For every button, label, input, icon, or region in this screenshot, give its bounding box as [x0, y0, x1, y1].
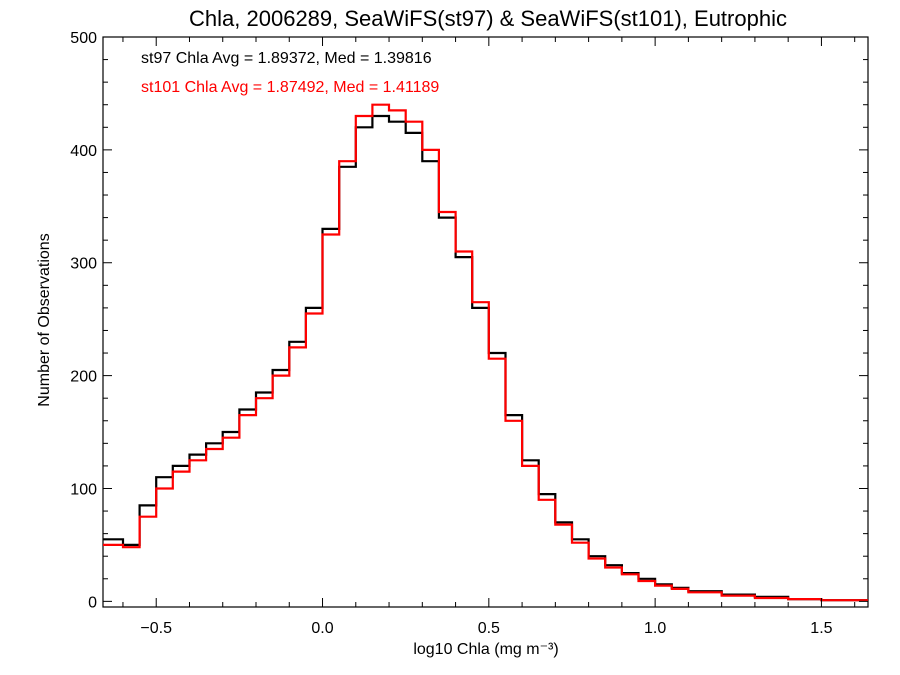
y-tick-label: 400 — [70, 143, 97, 160]
series-line-0 — [103, 114, 868, 602]
x-tick-label: 0.5 — [478, 620, 500, 637]
y-tick-label: 500 — [70, 30, 97, 47]
x-tick-label: 0.0 — [311, 620, 333, 637]
annotation-st101: st101 Chla Avg = 1.87492, Med = 1.41189 — [141, 79, 439, 96]
y-tick-label: 100 — [70, 481, 97, 498]
y-tick-label: 300 — [70, 256, 97, 273]
x-tick-label: 1.0 — [644, 620, 666, 637]
plot-border — [102, 36, 869, 608]
series-layer — [103, 103, 868, 602]
y-tick-label: 0 — [88, 594, 97, 611]
y-tick-label: 200 — [70, 369, 97, 386]
x-tick-label: 1.5 — [810, 620, 832, 637]
series-line-1 — [103, 103, 868, 602]
y-axis-label: Number of Observations — [36, 233, 53, 406]
ticks-layer: −0.5 0.0 0.5 1.0 1.5 0 100 200 300 400 500 — [70, 30, 868, 637]
x-axis-label: log10 Chla (mg m⁻³) — [413, 641, 558, 658]
chart-title: Chla, 2006289, SeaWiFS(st97) & SeaWiFS(s… — [189, 6, 787, 31]
plot-frame — [102, 36, 869, 608]
annotation-st97: st97 Chla Avg = 1.89372, Med = 1.39816 — [141, 50, 432, 67]
x-tick-label: −0.5 — [140, 620, 172, 637]
